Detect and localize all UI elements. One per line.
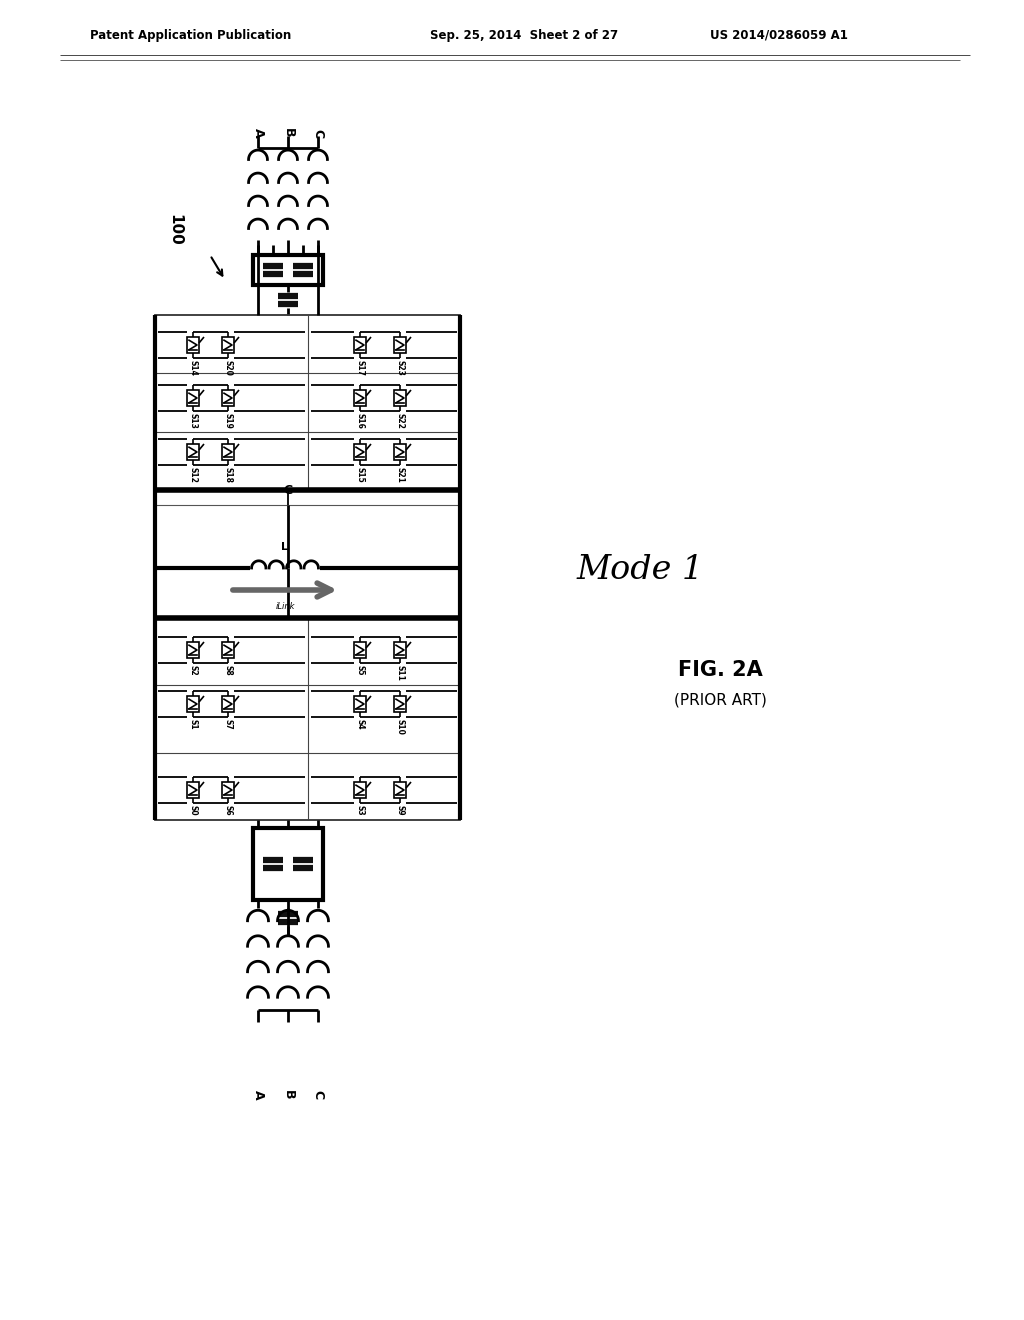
Text: S18: S18: [223, 467, 232, 483]
Text: S14: S14: [188, 360, 198, 376]
Text: S2: S2: [188, 665, 198, 676]
Text: S16: S16: [355, 413, 365, 429]
Bar: [354, 389, 366, 407]
Bar: [394, 337, 406, 352]
Bar: [253, 828, 323, 900]
Bar: [155, 618, 460, 820]
Bar: [187, 642, 199, 657]
Text: Sep. 25, 2014  Sheet 2 of 27: Sep. 25, 2014 Sheet 2 of 27: [430, 29, 618, 41]
Text: S1: S1: [188, 719, 198, 730]
Text: iLink: iLink: [275, 602, 295, 611]
Bar: [222, 389, 234, 407]
Text: Mode 1: Mode 1: [577, 554, 703, 586]
Text: S21: S21: [395, 467, 404, 483]
Bar: [394, 642, 406, 657]
Bar: [187, 781, 199, 799]
Text: S22: S22: [395, 413, 404, 429]
Text: US 2014/0286059 A1: US 2014/0286059 A1: [710, 29, 848, 41]
Text: S13: S13: [188, 413, 198, 429]
Text: S10: S10: [395, 719, 404, 735]
Text: S5: S5: [355, 665, 365, 676]
Bar: [394, 696, 406, 711]
Text: B: B: [282, 128, 295, 139]
Bar: [222, 781, 234, 799]
Text: (PRIOR ART): (PRIOR ART): [674, 693, 766, 708]
Text: S20: S20: [223, 360, 232, 376]
Bar: [187, 696, 199, 711]
Text: S23: S23: [395, 360, 404, 376]
Bar: [253, 255, 323, 285]
Text: S15: S15: [355, 467, 365, 483]
Bar: [354, 444, 366, 459]
Bar: [394, 781, 406, 799]
Bar: [354, 696, 366, 711]
Text: S11: S11: [395, 665, 404, 681]
Text: 100: 100: [167, 214, 182, 246]
Text: S3: S3: [355, 805, 365, 816]
Text: S19: S19: [223, 413, 232, 429]
Bar: [187, 337, 199, 352]
Text: C: C: [311, 1090, 325, 1100]
Text: A: A: [252, 128, 264, 139]
Bar: [187, 444, 199, 459]
Text: FIG. 2A: FIG. 2A: [678, 660, 763, 680]
Text: C: C: [284, 484, 293, 498]
Bar: [155, 315, 460, 490]
Bar: [354, 642, 366, 657]
Bar: [394, 444, 406, 459]
Text: S0: S0: [188, 805, 198, 816]
Text: C: C: [311, 129, 325, 139]
Text: B: B: [282, 1090, 295, 1100]
Bar: [222, 444, 234, 459]
Bar: [394, 389, 406, 407]
Text: S17: S17: [355, 360, 365, 376]
Text: A: A: [252, 1090, 264, 1100]
Bar: [187, 389, 199, 407]
Text: S7: S7: [223, 719, 232, 730]
Text: Patent Application Publication: Patent Application Publication: [90, 29, 291, 41]
Text: S9: S9: [395, 805, 404, 816]
Text: L: L: [282, 543, 289, 552]
Bar: [222, 696, 234, 711]
Bar: [222, 642, 234, 657]
Text: S8: S8: [223, 665, 232, 676]
Bar: [354, 781, 366, 799]
Text: S12: S12: [188, 467, 198, 483]
Bar: [354, 337, 366, 352]
Text: S6: S6: [223, 805, 232, 816]
Text: S4: S4: [355, 719, 365, 730]
Bar: [222, 337, 234, 352]
